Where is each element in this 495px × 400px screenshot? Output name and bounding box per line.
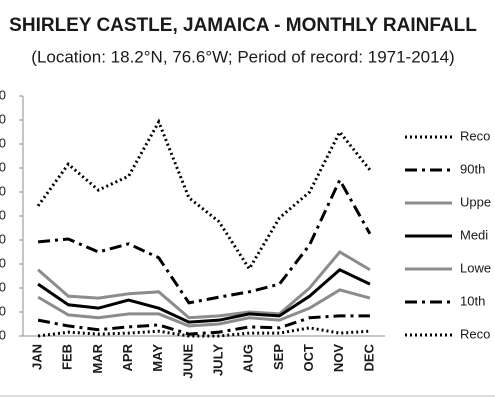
x-tick-label: JULY <box>211 344 226 376</box>
x-tick-label: OCT <box>301 344 316 372</box>
y-tick-label: 500 <box>0 87 6 102</box>
line-series <box>37 176 372 305</box>
y-tick-label: 50 <box>0 303 6 318</box>
y-tick-label: 0 <box>0 327 6 342</box>
x-tick-label: APR <box>120 343 135 371</box>
x-tick-label: DEC <box>361 343 376 371</box>
legend-label: 10th <box>460 293 485 308</box>
x-tick-label: NOV <box>331 344 346 373</box>
y-tick-label: 300 <box>0 183 6 198</box>
line-series <box>37 288 371 328</box>
x-tick-label: MAR <box>90 343 105 373</box>
chart-subtitle: (Location: 18.2°N, 76.6°W; Period of rec… <box>31 47 454 66</box>
x-tick-label: AUG <box>241 344 256 373</box>
line-series <box>37 250 371 320</box>
x-tick-label: JUNE <box>180 344 195 379</box>
y-tick-label: 450 <box>0 111 6 126</box>
y-tick-label: 400 <box>0 135 6 150</box>
y-tick-label: 200 <box>0 231 6 246</box>
y-tick-label: 350 <box>0 159 6 174</box>
legend-label: Lowe <box>460 260 491 275</box>
x-tick-label: MAY <box>150 344 165 372</box>
line-series <box>37 326 371 338</box>
x-tick-label: FEB <box>60 344 75 370</box>
y-tick-label: 100 <box>0 279 6 294</box>
line-series <box>37 314 370 336</box>
chart-title: SHIRLEY CASTLE, JAMAICA - MONTHLY RAINFA… <box>9 15 477 36</box>
line-series <box>37 267 371 324</box>
legend-label: 90th <box>460 161 485 176</box>
y-tick-label: 250 <box>0 207 6 222</box>
y-tick-label: 150 <box>0 255 6 270</box>
x-tick-label: JAN <box>30 344 45 370</box>
legend-label: Reco <box>460 128 490 143</box>
x-tick-label: SEP <box>271 344 286 370</box>
legend-label: Uppe <box>460 194 491 209</box>
legend-label: Reco <box>460 326 490 341</box>
legend-label: Medi <box>460 227 488 242</box>
